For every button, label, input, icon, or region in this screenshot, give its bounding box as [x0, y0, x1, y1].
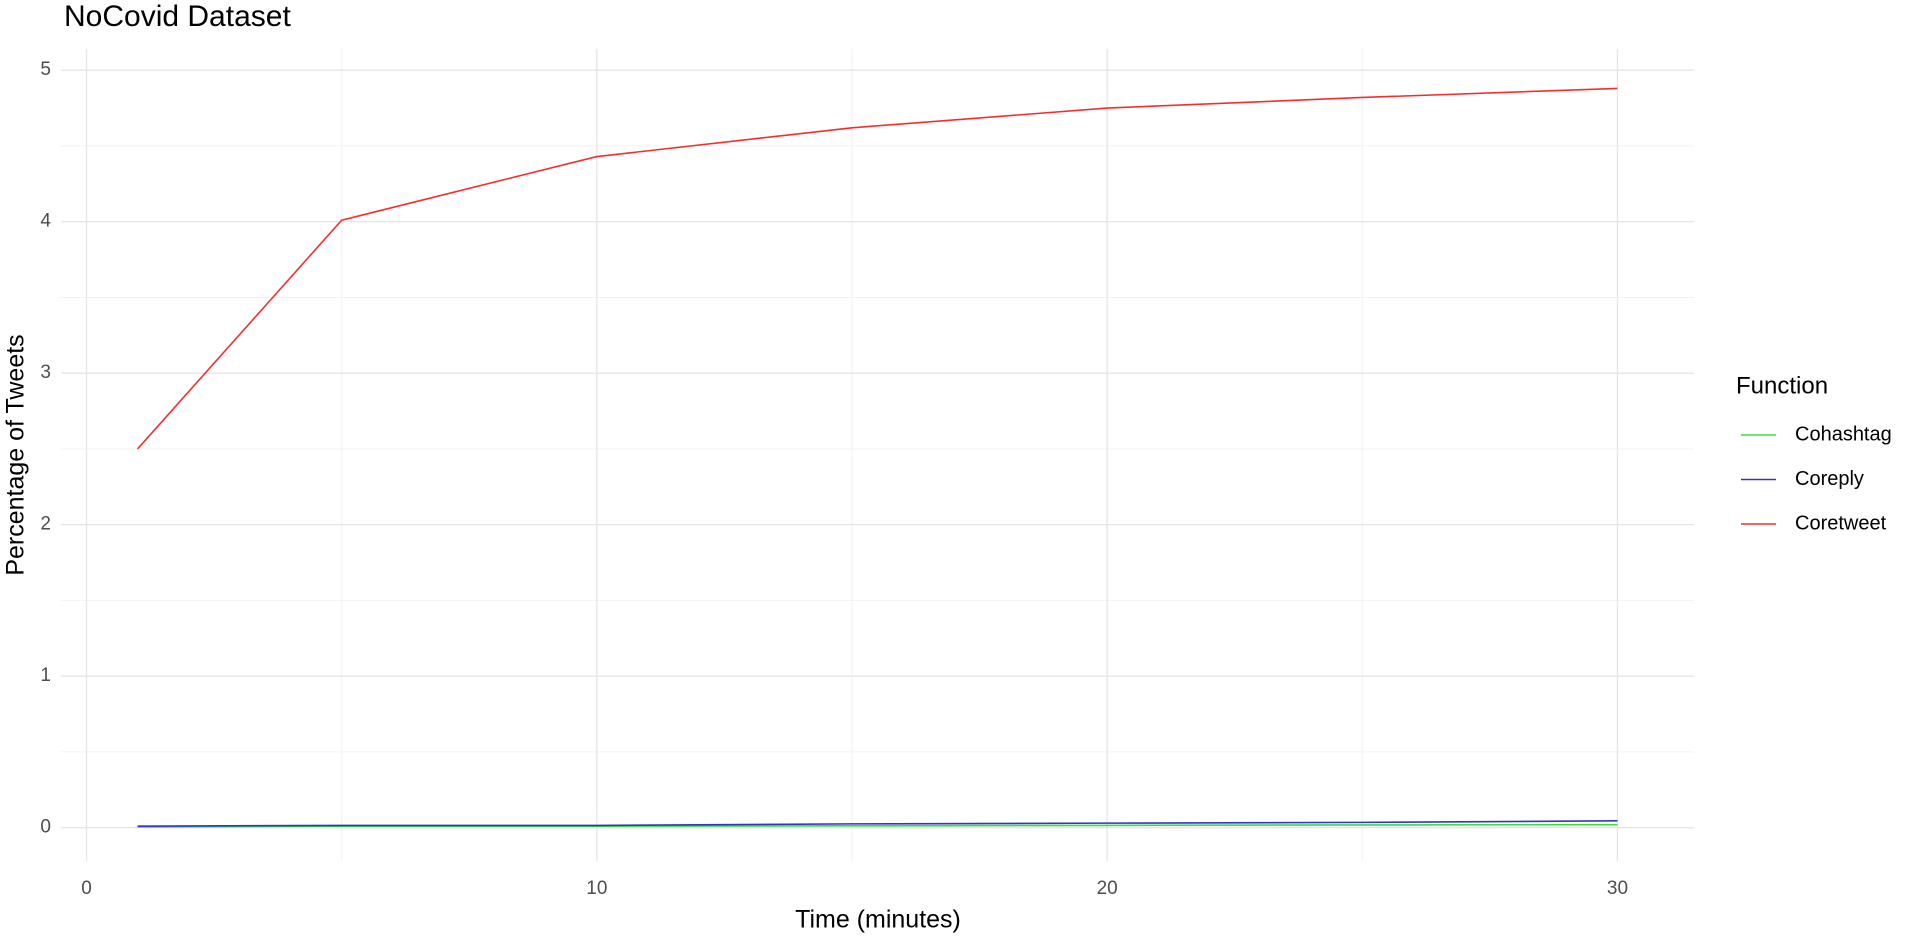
- x-tick-label: 10: [586, 878, 607, 899]
- x-tick-label: 0: [81, 878, 92, 899]
- legend-label: Coretweet: [1795, 512, 1887, 534]
- y-axis-title: Percentage of Tweets: [2, 334, 30, 575]
- y-tick-label: 4: [40, 211, 51, 232]
- legend-label: Cohashtag: [1795, 423, 1892, 445]
- y-tick-label: 2: [40, 514, 51, 535]
- data-line: [137, 820, 1618, 827]
- x-tick-label: 30: [1607, 878, 1628, 899]
- y-tick-label: 5: [40, 59, 51, 80]
- y-tick-label: 1: [40, 665, 51, 686]
- chart-title: NoCovid Dataset: [64, 0, 291, 33]
- x-tick-label: 20: [1097, 878, 1118, 899]
- y-tick-label: 0: [40, 817, 51, 838]
- legend-title: Function: [1736, 372, 1828, 399]
- data-line: [136, 87, 1618, 450]
- x-axis-title: Time (minutes): [795, 906, 961, 934]
- legend-label: Coreply: [1795, 468, 1864, 490]
- y-tick-label: 3: [40, 362, 51, 383]
